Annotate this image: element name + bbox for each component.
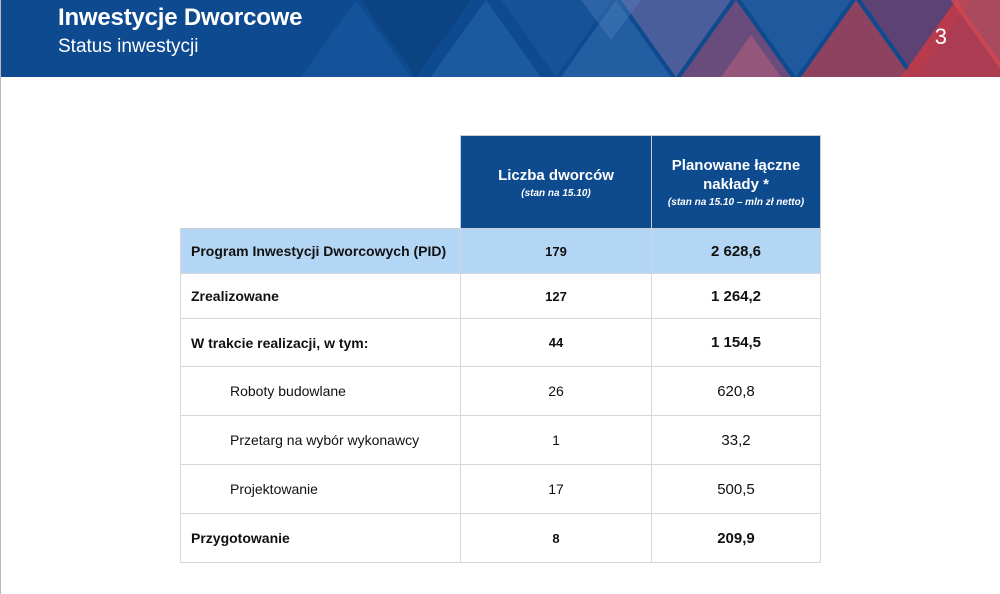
table-row: Roboty budowlane 26 620,8 <box>180 366 821 416</box>
row-count: 26 <box>460 366 652 416</box>
row-budget: 33,2 <box>651 415 821 465</box>
row-budget: 500,5 <box>651 464 821 514</box>
header-budget: Planowane łączne nakłady * (stan na 15.1… <box>651 135 821 229</box>
header-budget-label: Planowane łączne nakłady * <box>671 157 801 193</box>
table-row: Zrealizowane 127 1 264,2 <box>180 273 821 319</box>
header-budget-note: (stan na 15.10 – mln zł netto) <box>667 197 805 208</box>
row-label: Zrealizowane <box>180 273 461 319</box>
row-count: 1 <box>460 415 652 465</box>
row-count: 179 <box>460 228 652 274</box>
page-number: 3 <box>934 24 947 49</box>
table-row: Przygotowanie 8 209,9 <box>180 513 821 563</box>
row-budget: 1 264,2 <box>651 273 821 319</box>
table-header-row: Liczba dworców (stan na 15.10) Planowane… <box>180 135 821 229</box>
slide-header: Inwestycje Dworcowe Status inwestycji 3 <box>1 0 1000 77</box>
table-row: Przetarg na wybór wykonawcy 1 33,2 <box>180 415 821 465</box>
header-count-label: Liczba dworców <box>498 166 614 184</box>
header-empty-cell <box>180 135 461 229</box>
header-triangle-pattern <box>1 0 1000 77</box>
row-budget: 1 154,5 <box>651 318 821 367</box>
table-row: Projektowanie 17 500,5 <box>180 464 821 514</box>
row-label: W trakcie realizacji, w tym: <box>180 318 461 367</box>
row-label: Projektowanie <box>180 464 461 514</box>
row-count: 44 <box>460 318 652 367</box>
row-budget: 209,9 <box>651 513 821 563</box>
investment-status-table: Liczba dworców (stan na 15.10) Planowane… <box>180 135 821 563</box>
row-label: Przetarg na wybór wykonawcy <box>180 415 461 465</box>
table-row: W trakcie realizacji, w tym: 44 1 154,5 <box>180 318 821 367</box>
row-label: Przygotowanie <box>180 513 461 563</box>
slide-title: Inwestycje Dworcowe <box>58 4 303 31</box>
row-count: 17 <box>460 464 652 514</box>
table-row: Program Inwestycji Dworcowych (PID) 179 … <box>180 228 821 274</box>
row-count: 127 <box>460 273 652 319</box>
header-count-note: (stan na 15.10) <box>521 187 591 199</box>
row-label: Program Inwestycji Dworcowych (PID) <box>180 228 461 274</box>
header-count: Liczba dworców (stan na 15.10) <box>460 135 652 229</box>
row-label: Roboty budowlane <box>180 366 461 416</box>
row-budget: 2 628,6 <box>651 228 821 274</box>
row-budget: 620,8 <box>651 366 821 416</box>
slide-subtitle: Status inwestycji <box>58 36 199 57</box>
row-count: 8 <box>460 513 652 563</box>
